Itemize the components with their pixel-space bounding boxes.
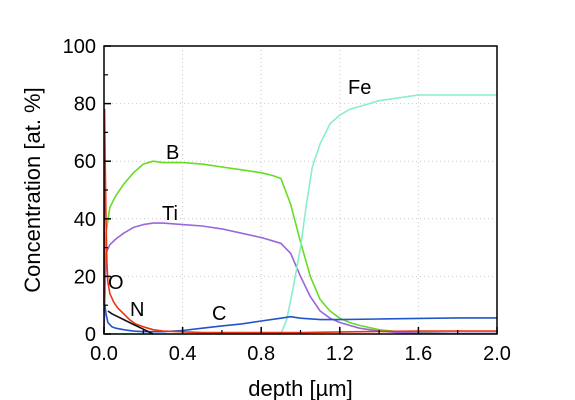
y-tick-label: 20	[74, 266, 96, 288]
y-tick-label: 40	[74, 209, 96, 231]
x-axis-title: depth [µm]	[248, 376, 352, 400]
x-tick-label: 0.4	[169, 343, 197, 365]
plot-series	[103, 94, 497, 335]
y-axis-title: Concentration [at. %]	[20, 87, 45, 292]
series-line-fe	[104, 94, 497, 335]
grid-lines	[104, 46, 497, 334]
series-line-b	[103, 160, 497, 335]
series-label-c: C	[212, 303, 226, 325]
x-tick-label: 1.2	[326, 343, 354, 365]
x-tick-label: 0.0	[90, 343, 118, 365]
series-line-c	[103, 304, 497, 333]
x-tick-label: 1.6	[404, 343, 432, 365]
plot-frame	[103, 45, 498, 335]
x-tick-label: 2.0	[483, 343, 511, 365]
series-label-o: O	[108, 272, 124, 294]
series-label-fe: Fe	[348, 77, 371, 99]
tick-labels: 0.0 0.4 0.8 1.2 1.6 2.0 0 20 40 60 80 100	[63, 36, 511, 365]
axis-ticks	[103, 45, 498, 335]
y-tick-label: 60	[74, 151, 96, 173]
series-line-n	[107, 310, 154, 335]
series-label-n: N	[130, 299, 144, 321]
series-labels: Fe B Ti O N C	[108, 77, 371, 325]
series-label-b: B	[166, 142, 179, 164]
y-tick-label: 0	[85, 324, 96, 346]
y-tick-label: 80	[74, 94, 96, 116]
series-line-o	[103, 108, 497, 334]
series-line-ti	[103, 222, 497, 335]
series-label-ti: Ti	[162, 203, 178, 225]
y-tick-label: 100	[63, 36, 96, 58]
x-tick-label: 0.8	[247, 343, 275, 365]
